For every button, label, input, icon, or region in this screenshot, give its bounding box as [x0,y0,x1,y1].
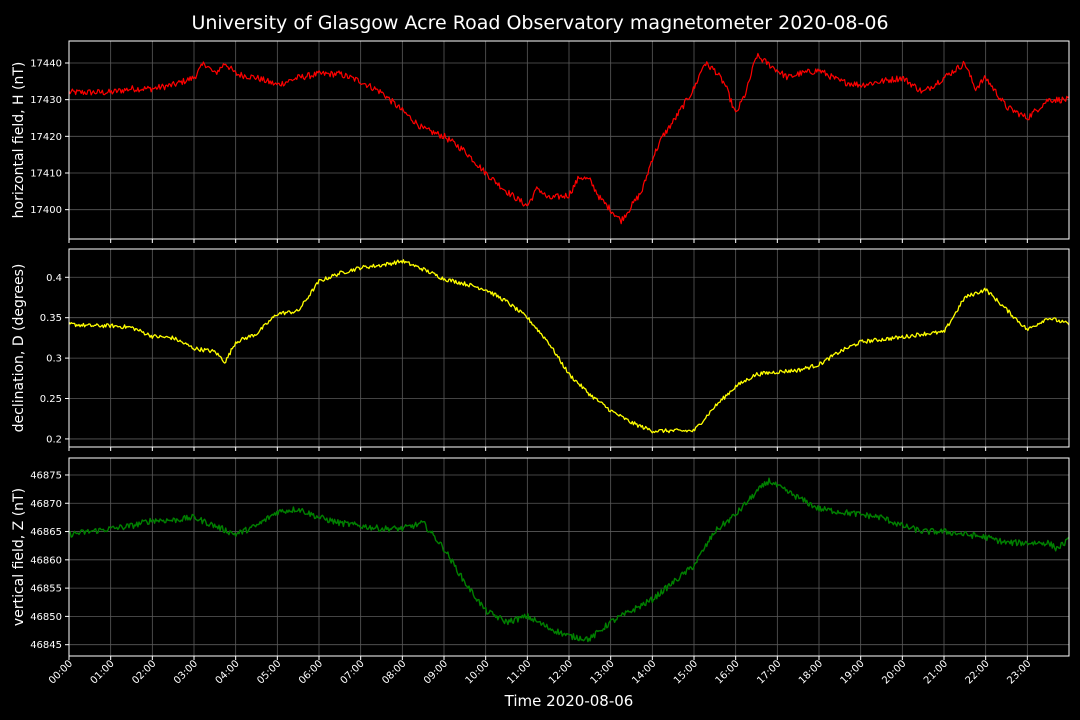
z-field-ytick-label-2: 46855 [30,584,62,595]
z-field-ytick-label-0: 46845 [30,640,62,651]
z-field-ytick-label-3: 46860 [30,555,62,566]
z-field-frame [68,457,1070,657]
h-field-ytick-label-3: 17430 [30,95,62,106]
declination-ytick-label-2: 0.3 [46,354,62,365]
declination-ytick-label-1: 0.25 [40,394,62,405]
z-field-y-axis-label: vertical field, Z (nT) [11,488,27,626]
z-field-ytick-label-4: 46865 [30,527,62,538]
h-field-ytick-label-2: 17420 [30,132,62,143]
declination-panel: 0.2 0.25 0.3 0.35 0.4 declination, D (degrees… [11,248,1070,451]
z-field-panel: 46845 46850 46855 46860 46865 46870 46875verti… [11,457,1070,660]
figure-title: University of Glasgow Acre Road Observat… [191,12,888,34]
z-field-series-line [68,477,1070,643]
declination-y-axis-label: declination, D (degrees) [11,264,27,433]
declination-ytick-label-3: 0.35 [40,313,62,324]
declination-series-line [68,259,1070,434]
h-field-y-axis-label: horizontal field, H (nT) [11,62,27,219]
z-field-ytick-label-1: 46850 [30,612,62,623]
declination-ytick-label-4: 0.4 [46,273,62,284]
declination-frame [68,248,1070,448]
h-field-ytick-label-1: 17410 [30,169,62,180]
z-field-ytick-label-5: 46870 [30,499,62,510]
h-field-series-line [68,52,1070,225]
h-field-ytick-label-0: 17400 [30,205,62,216]
declination-ytick-label-0: 0.2 [46,434,62,445]
z-field-ytick-label-6: 46875 [30,470,62,481]
x-axis-label: Time 2020-08-06 [504,692,634,710]
h-field-ytick-label-4: 17440 [30,59,62,70]
h-field-frame [68,40,1070,240]
